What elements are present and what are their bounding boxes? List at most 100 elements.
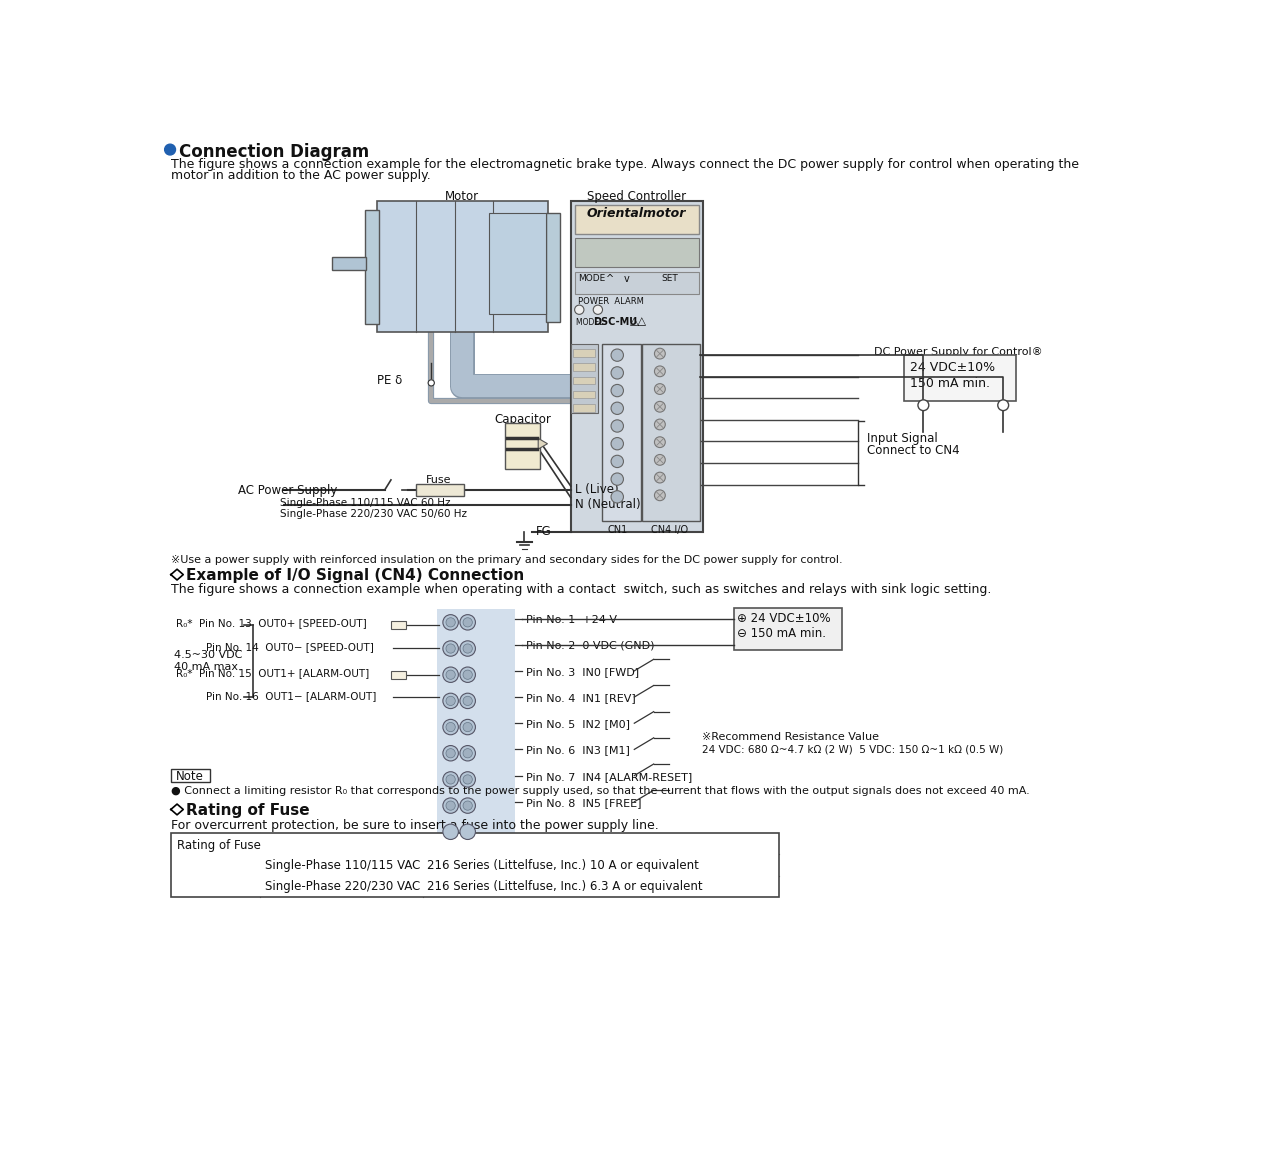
Bar <box>573 349 595 357</box>
Circle shape <box>445 801 456 811</box>
Circle shape <box>611 455 623 468</box>
Circle shape <box>443 668 458 683</box>
Text: Rating of Fuse: Rating of Fuse <box>177 839 261 851</box>
Circle shape <box>654 348 666 359</box>
Circle shape <box>611 473 623 485</box>
Circle shape <box>460 772 475 787</box>
Text: 150 mA min.: 150 mA min. <box>910 377 991 390</box>
Circle shape <box>593 305 603 314</box>
Text: CN1: CN1 <box>607 525 627 535</box>
Circle shape <box>460 798 475 813</box>
Text: ⊕ 24 VDC±10%: ⊕ 24 VDC±10% <box>737 612 831 625</box>
Text: Single-Phase 110/115 VAC 60 Hz: Single-Phase 110/115 VAC 60 Hz <box>280 498 451 507</box>
Bar <box>904 355 1016 401</box>
Text: AC Power Supply: AC Power Supply <box>238 484 337 497</box>
Circle shape <box>611 402 623 414</box>
Text: Fuse: Fuse <box>426 476 452 485</box>
Text: The figure shows a connection example when operating with a contact  switch, suc: The figure shows a connection example wh… <box>170 583 991 597</box>
Text: +: + <box>919 402 928 412</box>
Text: ⊖ 150 mA min.: ⊖ 150 mA min. <box>737 627 827 640</box>
Text: Example of I/O Signal (CN4) Connection: Example of I/O Signal (CN4) Connection <box>187 569 525 584</box>
Circle shape <box>445 775 456 784</box>
Text: Input Signal: Input Signal <box>867 433 937 445</box>
Bar <box>378 201 548 333</box>
Circle shape <box>611 366 623 379</box>
Bar <box>170 770 210 782</box>
Bar <box>390 621 407 628</box>
Circle shape <box>443 825 458 840</box>
Text: SET: SET <box>660 273 677 283</box>
Circle shape <box>463 722 472 732</box>
Circle shape <box>460 825 475 840</box>
Circle shape <box>654 401 666 412</box>
Bar <box>571 343 598 413</box>
Circle shape <box>428 380 434 386</box>
Bar <box>575 205 699 234</box>
Text: Single-Phase 110/115 VAC: Single-Phase 110/115 VAC <box>265 858 420 872</box>
Circle shape <box>654 384 666 394</box>
Text: DC Power Supply for Control®: DC Power Supply for Control® <box>874 348 1043 357</box>
Bar <box>573 391 595 398</box>
Circle shape <box>463 670 472 679</box>
Circle shape <box>443 720 458 735</box>
Circle shape <box>611 437 623 450</box>
Text: Note: Note <box>177 770 205 783</box>
Bar <box>416 484 463 497</box>
Bar <box>504 423 540 469</box>
Bar <box>571 201 703 533</box>
Text: ※Use a power supply with reinforced insulation on the primary and secondary side: ※Use a power supply with reinforced insu… <box>170 556 842 565</box>
Text: Pin No. 7  IN4 [ALARM-RESET]: Pin No. 7 IN4 [ALARM-RESET] <box>526 772 692 782</box>
Text: L (Live): L (Live) <box>575 483 618 495</box>
Circle shape <box>998 400 1009 411</box>
Text: Pin No. 3  IN0 [FWD]: Pin No. 3 IN0 [FWD] <box>526 668 639 677</box>
Text: Single-Phase 220/230 VAC: Single-Phase 220/230 VAC <box>265 880 420 893</box>
Circle shape <box>654 455 666 465</box>
Bar <box>573 405 595 412</box>
Circle shape <box>575 305 584 314</box>
Bar <box>643 343 700 521</box>
Circle shape <box>445 749 456 758</box>
Bar <box>575 272 699 293</box>
Bar <box>602 343 640 521</box>
Text: Single-Phase 220/230 VAC 50/60 Hz: Single-Phase 220/230 VAC 50/60 Hz <box>280 509 467 519</box>
Text: Capacitor: Capacitor <box>494 413 552 426</box>
Bar <box>575 238 699 267</box>
Bar <box>332 257 366 271</box>
Circle shape <box>460 720 475 735</box>
Text: POWER  ALARM: POWER ALARM <box>579 298 644 306</box>
Text: motor in addition to the AC power supply.: motor in addition to the AC power supply… <box>170 169 430 181</box>
Text: N (Neutral): N (Neutral) <box>575 499 640 512</box>
Bar <box>170 833 780 897</box>
Circle shape <box>654 472 666 483</box>
Circle shape <box>460 693 475 708</box>
Text: Speed Controller: Speed Controller <box>588 190 686 202</box>
Text: PE δ: PE δ <box>378 374 402 387</box>
Text: 216 Series (Littelfuse, Inc.) 10 A or equivalent: 216 Series (Littelfuse, Inc.) 10 A or eq… <box>428 858 699 872</box>
Text: Pin No. 4  IN1 [REV]: Pin No. 4 IN1 [REV] <box>526 693 636 704</box>
Circle shape <box>460 615 475 630</box>
Text: Connection Diagram: Connection Diagram <box>179 143 369 162</box>
Text: FG: FG <box>536 525 552 537</box>
Text: Rating of Fuse: Rating of Fuse <box>187 804 310 819</box>
Circle shape <box>654 490 666 501</box>
Circle shape <box>445 618 456 627</box>
Circle shape <box>463 644 472 654</box>
Text: R₀*  Pin No. 13  OUT0+ [SPEED-OUT]: R₀* Pin No. 13 OUT0+ [SPEED-OUT] <box>175 619 366 628</box>
Text: ※Recommend Resistance Value: ※Recommend Resistance Value <box>703 733 879 742</box>
Polygon shape <box>170 804 183 815</box>
Circle shape <box>443 772 458 787</box>
Circle shape <box>443 615 458 630</box>
Bar <box>573 377 595 385</box>
Circle shape <box>443 693 458 708</box>
Text: 216 Series (Littelfuse, Inc.) 6.3 A or equivalent: 216 Series (Littelfuse, Inc.) 6.3 A or e… <box>428 880 703 893</box>
Circle shape <box>460 745 475 761</box>
Circle shape <box>918 400 929 411</box>
Circle shape <box>463 749 472 758</box>
Text: −: − <box>998 402 1007 412</box>
Polygon shape <box>538 438 548 449</box>
Circle shape <box>611 491 623 504</box>
Text: Pin No. 6  IN3 [M1]: Pin No. 6 IN3 [M1] <box>526 745 630 756</box>
Text: Pin No. 2  0 VDC (GND): Pin No. 2 0 VDC (GND) <box>526 641 654 651</box>
Circle shape <box>654 437 666 448</box>
Text: DSC-MU: DSC-MU <box>593 316 637 327</box>
